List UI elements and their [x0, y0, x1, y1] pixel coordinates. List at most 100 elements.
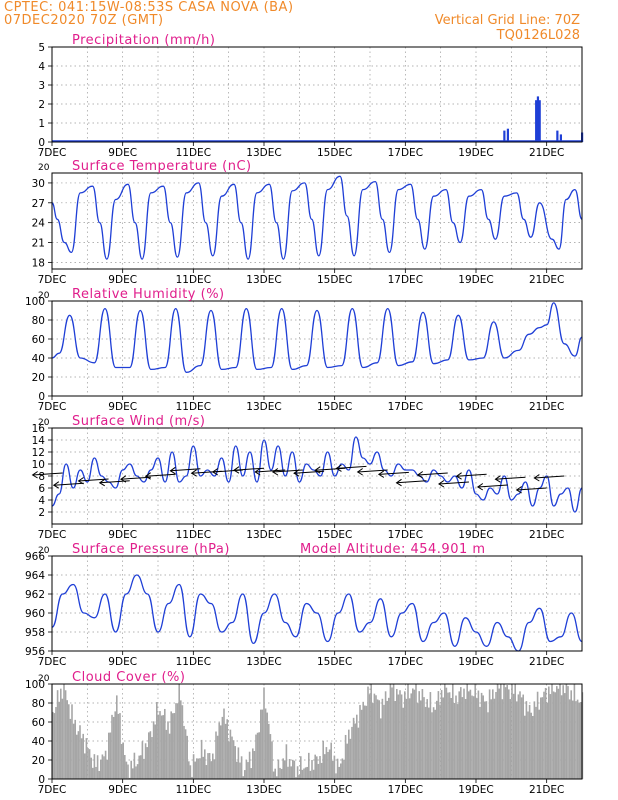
cloud-bar [516, 701, 518, 779]
cloud-bar [224, 723, 227, 779]
cloud-bar [178, 684, 180, 779]
cloud-bar [236, 761, 238, 779]
cloud-bar [111, 714, 113, 779]
cloud-bar [68, 704, 70, 779]
cloud-bar [338, 766, 340, 779]
cloud-bar [245, 759, 248, 779]
cloud-bar [543, 691, 545, 779]
cloud-bar [392, 684, 395, 779]
cloud-bar [180, 700, 182, 779]
cloud-bar [456, 704, 459, 779]
y-tick-label: 956 [25, 646, 45, 658]
y-tick-label: 60 [32, 334, 45, 346]
cloud-bar [343, 759, 345, 779]
precip-bar [506, 128, 509, 142]
x-tick-label: 11DEC [176, 529, 211, 541]
cloud-bar [556, 686, 558, 779]
cloud-bar [101, 754, 104, 779]
cloud-bar [234, 746, 236, 779]
cloud-bar [284, 760, 286, 779]
cloud-bar [344, 734, 347, 779]
cloud-bar [383, 704, 385, 779]
wind-arrow [456, 473, 487, 477]
y-tick-label: 960 [25, 608, 45, 620]
wind-arrow-head [515, 486, 522, 494]
cloud-bar [544, 687, 547, 779]
cloud-bar [463, 688, 465, 779]
cloud-bar [490, 699, 492, 779]
cloud-bar [538, 709, 540, 779]
x-tick-label: 17DEC [388, 147, 423, 159]
cloud-bar [530, 712, 532, 779]
cloud-bar [173, 713, 176, 779]
cloud-bar [423, 697, 425, 779]
cloud-bar [71, 704, 73, 779]
precip-bar [536, 96, 540, 142]
cloud-bar [506, 685, 508, 779]
cloud-bar [261, 709, 264, 779]
cloud-bar [298, 775, 300, 779]
cloud-bar [197, 758, 200, 779]
x-tick-label: 11DEC [176, 274, 211, 286]
wind-arrow [534, 475, 565, 479]
x-tick-label: 7DEC [38, 784, 67, 796]
cloud-bar [341, 758, 344, 779]
wind-arrow [255, 469, 286, 473]
x-tick-label: 7DEC [38, 529, 67, 541]
cloud-bar [412, 688, 414, 779]
cloud-bar [79, 725, 81, 779]
y-tick-label: 10 [32, 459, 45, 471]
cloud-bar [477, 690, 480, 779]
cloud-bar [567, 686, 569, 779]
wind-arrow-head [377, 470, 385, 478]
cloud-bar [108, 732, 110, 779]
cloud-bar [551, 684, 553, 779]
cloud-bar [304, 767, 307, 779]
cloud-bar [468, 691, 470, 779]
cloud-bar [263, 687, 265, 779]
cloud-bar [503, 684, 505, 779]
x-tick-label: 15DEC [317, 147, 352, 159]
y-tick-label: 6 [38, 483, 45, 495]
cloud-bar [479, 706, 481, 779]
wind-arrow [495, 476, 526, 480]
cloud-title: Cloud Cover (%) [72, 670, 185, 685]
cloud-bar [453, 702, 456, 779]
wind-title: Surface Wind (m/s) [72, 414, 205, 429]
cloud-bar [469, 689, 472, 779]
x-tick-label: 21DEC [529, 147, 564, 159]
cloud-bar [104, 750, 107, 779]
cloud-bar [559, 684, 561, 779]
x-tick-label: 21DEC [529, 656, 564, 668]
cloud-bar [53, 713, 56, 779]
cloud-bar [196, 758, 198, 779]
cloud-bar [362, 701, 364, 779]
cloud-bar [492, 689, 494, 779]
cloud-bar [229, 729, 232, 779]
wind-series-line [51, 436, 583, 513]
y-tick-label: 16 [32, 423, 46, 435]
cloud-bar [562, 685, 564, 779]
cloud-bar [184, 729, 187, 779]
cloud-bar [380, 718, 382, 779]
cloud-bar [221, 716, 224, 779]
y-tick-label: 12 [32, 447, 45, 459]
cloud-bar [256, 732, 259, 779]
cloud-bar [391, 687, 393, 779]
cloud-bar [130, 760, 132, 779]
cloud-bar [333, 755, 336, 779]
cloud-bar [324, 754, 326, 779]
cloud-bar [484, 701, 486, 779]
cloud-bar [325, 747, 328, 779]
cloud-bar [56, 690, 59, 779]
cloud-bar [466, 684, 468, 779]
cloud-bar [349, 738, 352, 779]
panel-frame [51, 300, 583, 397]
cloud-bar [482, 695, 484, 779]
cloud-bar [394, 701, 396, 779]
y-tick-label: 4 [38, 495, 45, 507]
x-tick-label: 13DEC [246, 147, 281, 159]
model-code: TQ0126L028 [496, 28, 580, 43]
cloud-bar [69, 718, 72, 779]
cloud-bar [509, 699, 512, 779]
